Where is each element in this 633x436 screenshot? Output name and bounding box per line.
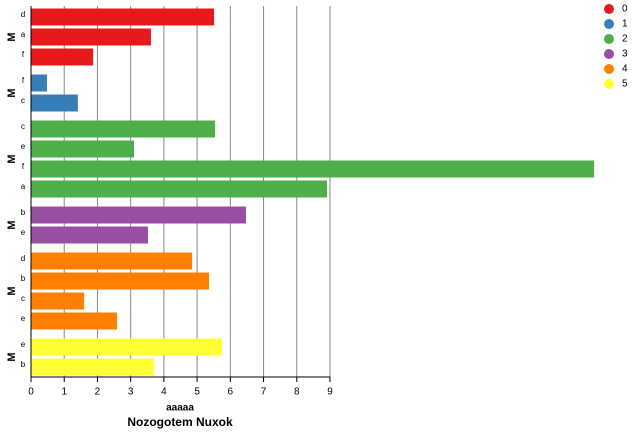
bar (31, 226, 148, 244)
y-category-label: d (21, 10, 25, 19)
legend-label: 5 (622, 79, 628, 90)
bar (31, 338, 223, 356)
y-group-label: M (6, 352, 18, 361)
y-category-label: a (21, 30, 26, 39)
legend-marker (604, 64, 614, 74)
x-tick-label: 0 (28, 387, 34, 398)
legend-marker (604, 19, 614, 29)
legend-label: 4 (622, 64, 628, 75)
x-tick-label: 6 (228, 387, 234, 398)
x-tick-label: 7 (261, 387, 267, 398)
bar (31, 358, 154, 376)
y-category-label: d (21, 254, 25, 263)
legend-label: 0 (622, 4, 628, 15)
bar (31, 272, 210, 290)
y-group-label: M (6, 286, 18, 295)
bar (31, 120, 216, 138)
y-category-label: c (21, 294, 25, 303)
legend-marker (604, 79, 614, 89)
y-group-label: M (6, 154, 18, 163)
legend-label: 2 (622, 34, 628, 45)
bar (31, 292, 85, 310)
legend-marker (604, 49, 614, 59)
y-category-label: e (21, 314, 26, 323)
bar (31, 160, 595, 178)
x-tick-label: 1 (61, 387, 67, 398)
bar (31, 8, 215, 26)
bar (31, 206, 246, 224)
y-category-label: c (21, 96, 25, 105)
x-tick-label: 5 (194, 387, 200, 398)
y-category-label: e (21, 228, 26, 237)
y-category-label: f (22, 50, 25, 59)
legend-marker (604, 34, 614, 44)
y-category-label: e (21, 142, 26, 151)
x-tick-label: 9 (327, 387, 333, 398)
bar (31, 180, 328, 198)
y-group-label: M (6, 88, 18, 97)
y-category-label: a (21, 182, 26, 191)
y-category-label: f (22, 162, 25, 171)
x-tick-label: 3 (128, 387, 134, 398)
chart-title: Nozogotem Nuxok (127, 415, 233, 429)
y-category-label: e (21, 340, 26, 349)
y-category-label: b (21, 208, 26, 217)
y-category-label: f (22, 76, 25, 85)
x-axis-label: aaaaa (166, 403, 194, 414)
y-category-label: b (21, 274, 26, 283)
x-tick-label: 4 (161, 387, 167, 398)
y-category-label: b (21, 360, 26, 369)
x-tick-label: 2 (95, 387, 101, 398)
bar (31, 74, 47, 92)
y-group-label: M (6, 32, 18, 41)
x-tick-label: 8 (294, 387, 300, 398)
legend-marker (604, 4, 614, 14)
y-category-label: c (21, 122, 25, 131)
legend-label: 3 (622, 49, 628, 60)
bar (31, 140, 134, 158)
bar (31, 28, 151, 46)
y-group-label: M (6, 220, 18, 229)
legend-label: 1 (622, 19, 628, 30)
bar (31, 48, 94, 66)
bar (31, 94, 78, 112)
bar (31, 252, 193, 270)
bar (31, 312, 118, 330)
